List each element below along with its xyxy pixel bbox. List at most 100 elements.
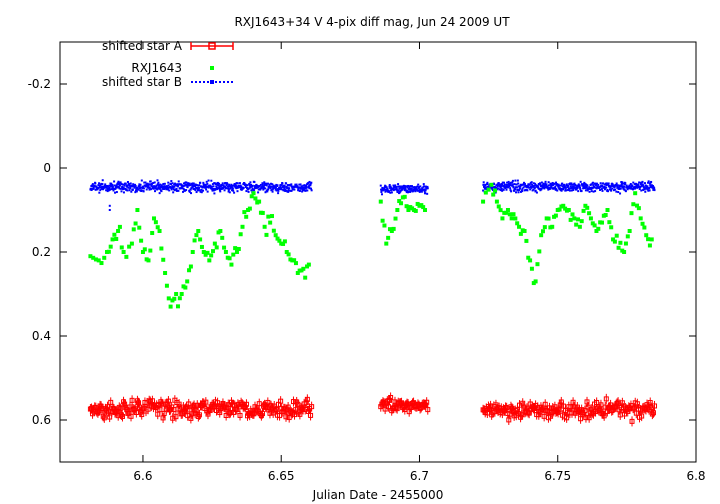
point-star-b xyxy=(621,181,624,184)
point-star-b xyxy=(389,191,392,194)
point-star-b xyxy=(491,186,494,189)
point-star-b xyxy=(182,182,185,185)
point-star-b xyxy=(101,183,104,186)
point-star-b xyxy=(147,184,150,187)
point-rxj1643 xyxy=(306,262,311,267)
point-rxj1643 xyxy=(577,224,582,229)
point-star-b xyxy=(406,190,409,193)
point-star-b xyxy=(496,187,499,190)
point-star-b xyxy=(426,187,429,190)
point-star-b xyxy=(601,184,604,187)
point-star-b xyxy=(207,186,210,189)
point-star-b xyxy=(589,187,592,190)
point-star-b xyxy=(108,186,111,189)
point-star-b xyxy=(484,184,487,187)
point-star-b xyxy=(301,190,304,193)
point-rxj1643 xyxy=(166,296,171,301)
point-star-b xyxy=(517,191,520,194)
point-star-a xyxy=(283,414,289,420)
point-star-b xyxy=(167,184,170,187)
point-star-a xyxy=(589,410,595,416)
point-star-b xyxy=(516,179,519,182)
point-star-b xyxy=(547,187,550,190)
point-star-b xyxy=(549,186,552,189)
point-star-b xyxy=(619,192,622,195)
point-star-a xyxy=(304,396,310,402)
point-star-b xyxy=(615,190,618,193)
point-rxj1643 xyxy=(106,249,111,254)
series-rxj1643 xyxy=(88,182,654,309)
point-star-b xyxy=(251,188,254,191)
point-star-b xyxy=(198,186,201,189)
point-rxj1643 xyxy=(286,252,291,257)
point-star-b xyxy=(567,184,570,187)
point-rxj1643 xyxy=(168,304,173,309)
point-star-b xyxy=(508,184,511,187)
point-star-b xyxy=(238,184,241,187)
point-star-a xyxy=(145,406,151,412)
point-star-b xyxy=(593,186,596,189)
point-star-a xyxy=(237,412,243,418)
point-star-b xyxy=(404,186,407,189)
point-star-b xyxy=(266,190,269,193)
point-star-b xyxy=(572,189,575,192)
point-star-b xyxy=(121,185,124,188)
point-star-b xyxy=(97,186,100,189)
point-rxj1643 xyxy=(585,205,590,210)
point-star-b xyxy=(267,188,270,191)
point-star-b xyxy=(224,181,227,184)
point-rxj1643 xyxy=(486,187,491,192)
point-star-b xyxy=(401,188,404,191)
point-star-a xyxy=(105,404,111,410)
point-star-b xyxy=(534,182,537,185)
point-star-b xyxy=(297,189,300,192)
point-star-b xyxy=(115,191,118,194)
point-star-b xyxy=(149,183,152,186)
point-star-b xyxy=(238,182,241,185)
point-star-b xyxy=(519,187,522,190)
point-star-b xyxy=(586,189,589,192)
point-star-b xyxy=(122,191,125,194)
point-star-b xyxy=(551,184,554,187)
point-rxj1643 xyxy=(504,210,509,215)
point-star-b xyxy=(145,188,148,191)
point-rxj1643 xyxy=(622,250,627,254)
point-rxj1643 xyxy=(509,216,514,221)
point-star-a xyxy=(168,407,174,413)
point-star-a xyxy=(424,399,430,405)
point-star-b xyxy=(305,186,308,189)
point-star-b xyxy=(270,182,273,185)
point-star-b xyxy=(134,184,137,187)
point-star-b xyxy=(221,182,224,185)
point-star-b xyxy=(288,187,291,190)
point-star-b xyxy=(190,187,193,190)
point-star-b xyxy=(168,189,171,192)
point-star-b xyxy=(309,182,312,185)
point-star-b xyxy=(648,189,651,192)
point-star-b xyxy=(621,186,624,189)
point-rxj1643 xyxy=(618,240,623,245)
point-rxj1643 xyxy=(139,238,144,243)
point-star-b xyxy=(553,182,556,185)
point-star-b xyxy=(123,187,126,190)
point-star-b xyxy=(141,187,144,190)
point-star-a xyxy=(101,415,107,421)
point-star-a xyxy=(292,412,298,418)
point-star-b xyxy=(219,190,222,193)
point-star-a xyxy=(634,401,640,407)
point-star-b xyxy=(247,190,250,193)
point-star-b xyxy=(417,183,420,186)
point-star-b xyxy=(126,180,129,183)
point-star-b xyxy=(136,187,139,190)
point-star-b xyxy=(227,188,230,191)
point-star-b xyxy=(236,190,239,193)
point-star-b xyxy=(500,187,503,190)
point-star-a xyxy=(303,400,309,406)
point-star-b xyxy=(230,189,233,192)
point-star-b xyxy=(571,187,574,190)
point-star-b xyxy=(578,184,581,187)
point-star-b xyxy=(166,188,169,191)
point-star-a xyxy=(425,407,431,413)
point-star-b xyxy=(99,184,102,187)
point-star-b xyxy=(113,184,116,187)
